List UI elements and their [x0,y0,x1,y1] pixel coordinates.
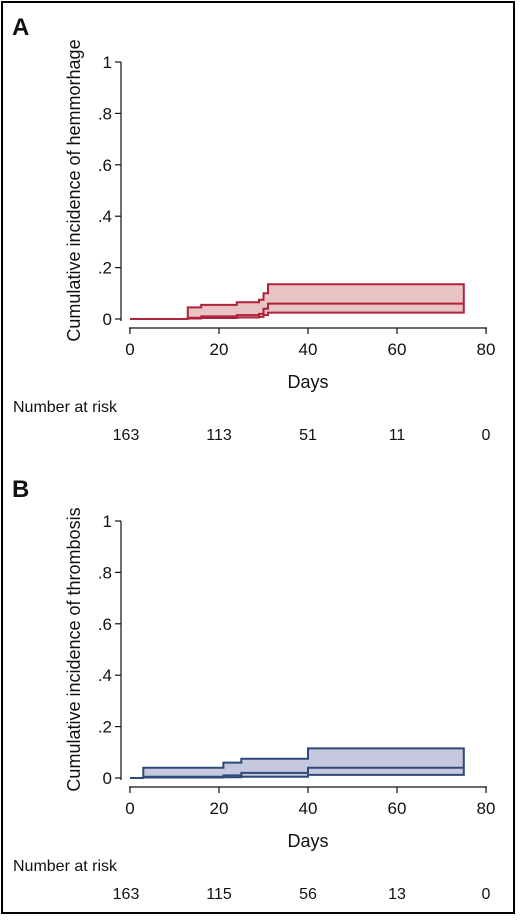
y-tick-label: .4 [98,207,112,226]
panel-label: A [12,14,29,41]
y-tick-label: .8 [98,563,112,582]
risk-count: 0 [482,886,491,903]
y-tick-label: .6 [98,615,112,634]
risk-count: 163 [113,427,140,444]
x-tick-label: 80 [477,340,496,359]
x-tick-label: 0 [125,340,134,359]
y-tick-label: .2 [98,259,112,278]
risk-count: 51 [299,427,317,444]
x-tick-label: 60 [388,340,407,359]
x-tick-label: 0 [125,799,134,818]
risk-count: 115 [206,886,232,903]
risk-table-title: Number at risk [13,399,118,416]
y-axis-title: Cumulative incidence of hemmorhage [64,39,84,341]
panel-label: B [12,476,29,503]
risk-count: 13 [388,886,406,903]
y-tick-label: .2 [98,718,112,737]
y-tick-label: 1 [103,512,112,531]
x-axis-title: Days [287,372,328,392]
x-tick-label: 20 [210,340,229,359]
risk-count: 113 [206,427,232,444]
y-tick-label: .4 [98,666,112,685]
figure-svg: A 0 .2 .4 .6 .8 1 0 20 40 60 80 Days Cumulative incid… [12,14,495,903]
risk-table-title: Number at risk [13,858,118,875]
x-axis-title: Days [287,831,328,851]
y-tick-label: 1 [103,53,112,72]
confidence-band [186,283,465,320]
x-tick-label: 20 [210,799,229,818]
figure-frame: A 0 .2 .4 .6 .8 1 0 20 40 60 80 Days Cumulative incid… [1,1,515,914]
x-tick-label: 60 [388,799,407,818]
x-tick-label: 80 [477,799,496,818]
incidence-step-line [130,302,464,320]
risk-count: 56 [299,886,317,903]
risk-count: 163 [113,886,140,903]
risk-count: 11 [389,427,406,444]
chart-panel-a: A 0 .2 .4 .6 .8 1 0 20 40 60 80 Days Cumulative incid… [12,14,495,444]
x-tick-label: 40 [299,340,318,359]
y-tick-label: .6 [98,156,112,175]
y-axis-title: Cumulative incidence of thrombosis [64,507,84,791]
incidence-step-line [130,766,464,779]
y-tick-label: 0 [103,769,112,788]
risk-count: 0 [482,427,491,444]
y-tick-label: .8 [98,104,112,123]
x-tick-label: 40 [299,799,318,818]
chart-panel-b: B 0 .2 .4 .6 .8 1 0 20 40 60 80 Days Cumulative incid… [12,476,495,903]
y-tick-label: 0 [103,310,112,329]
